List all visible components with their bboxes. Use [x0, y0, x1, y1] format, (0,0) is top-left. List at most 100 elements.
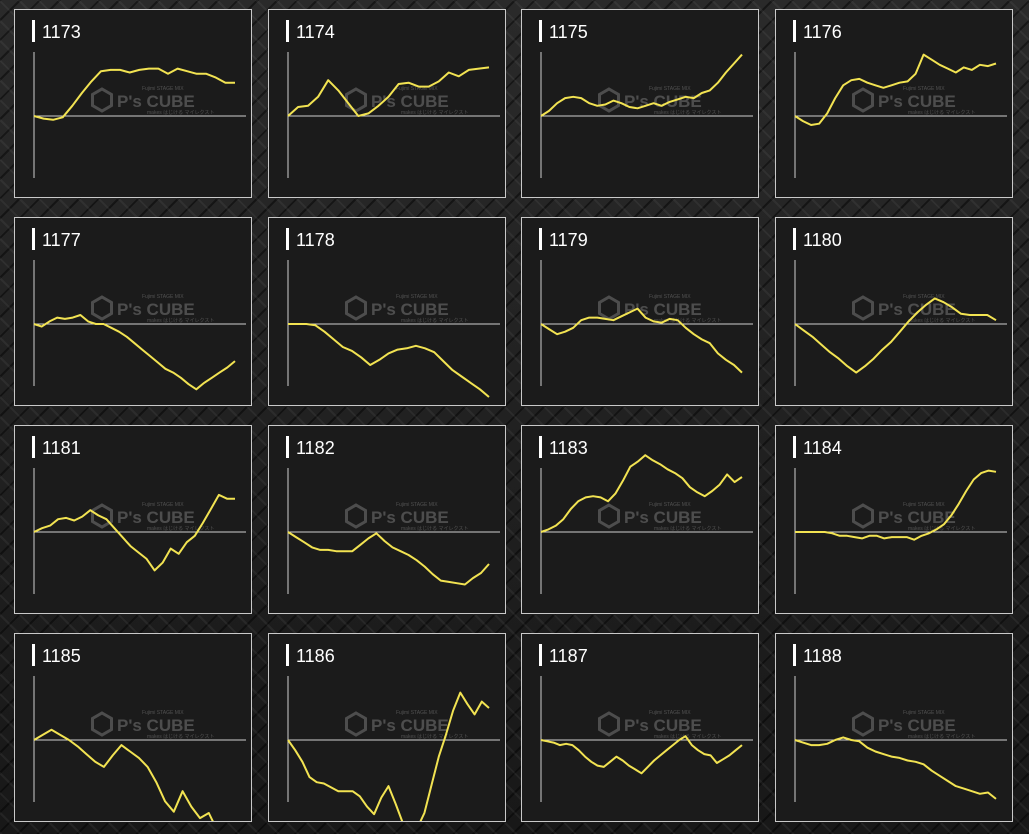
series-line	[540, 735, 743, 775]
watermark-brand: P's CUBE	[371, 92, 449, 111]
watermark-top-line: Fujimi STAGE MIX	[396, 502, 438, 508]
watermark-top-line: Fujimi STAGE MIX	[903, 710, 945, 716]
cube-icon	[598, 711, 620, 737]
cube-icon	[598, 87, 620, 113]
series-line	[794, 53, 997, 126]
chart-title: 1182	[296, 438, 335, 458]
watermark-bottom-line: makes はじける マイレクスト	[147, 110, 214, 116]
chart-title: 1178	[296, 230, 335, 250]
series-line	[33, 728, 214, 821]
series-line	[287, 531, 490, 586]
chart-panel: 1180 P's CUBE Fujimi STAGE MIX makes はじける マ…	[775, 217, 1013, 406]
cube-icon	[345, 87, 367, 113]
title-marker	[539, 20, 542, 42]
chart-title: 1174	[296, 22, 335, 42]
series-line	[33, 314, 236, 391]
chart-panel: 1177 P's CUBE Fujimi STAGE MIX makes はじける マ…	[14, 217, 252, 406]
watermark-top-line: Fujimi STAGE MIX	[649, 294, 691, 300]
title-marker	[793, 436, 796, 458]
chart-panel: 1188 P's CUBE Fujimi STAGE MIX makes はじける マ…	[775, 633, 1013, 822]
watermark-bottom-line: makes はじける マイレクスト	[908, 734, 975, 740]
chart-title: 1183	[549, 438, 588, 458]
watermark-top-line: Fujimi STAGE MIX	[396, 86, 438, 92]
watermark-bottom-line: makes はじける マイレクスト	[908, 110, 975, 116]
chart-panel: 1185 P's CUBE Fujimi STAGE MIX makes はじける マ…	[14, 633, 252, 822]
series-line	[795, 469, 997, 541]
cube-icon	[598, 295, 620, 321]
watermark-top-line: Fujimi STAGE MIX	[903, 502, 945, 508]
watermark-top-line: Fujimi STAGE MIX	[903, 294, 945, 300]
watermark-brand: P's CUBE	[371, 716, 449, 735]
watermark-bottom-line: makes はじける マイレクスト	[401, 110, 468, 116]
chart-title: 1180	[803, 230, 842, 250]
watermark-brand: P's CUBE	[624, 716, 702, 735]
cube-icon	[598, 503, 620, 529]
watermark-top-line: Fujimi STAGE MIX	[142, 86, 184, 92]
series-line	[33, 67, 235, 121]
chart-panel: 1178 P's CUBE Fujimi STAGE MIX makes はじける マ…	[268, 217, 506, 406]
chart-title: 1188	[803, 646, 842, 666]
title-marker	[539, 644, 542, 666]
series-line	[540, 53, 743, 117]
chart-panel: 1183 P's CUBE Fujimi STAGE MIX makes はじける マ…	[521, 425, 759, 614]
watermark-bottom-line: makes はじける マイレクスト	[654, 110, 721, 116]
chart-panel: 1179 P's CUBE Fujimi STAGE MIX makes はじける マ…	[521, 217, 759, 406]
series-line	[794, 736, 997, 800]
title-marker	[286, 436, 289, 458]
title-marker	[286, 228, 289, 250]
watermark-top-line: Fujimi STAGE MIX	[396, 294, 438, 300]
title-marker	[32, 20, 35, 42]
cube-icon	[852, 711, 874, 737]
watermark-brand: P's CUBE	[878, 300, 956, 319]
watermark-bottom-line: makes はじける マイレクスト	[147, 526, 214, 532]
chart-panel: 1181 P's CUBE Fujimi STAGE MIX makes はじける マ…	[14, 425, 252, 614]
series-line	[540, 307, 743, 374]
series-line	[794, 297, 997, 374]
chart-panel: 1174 P's CUBE Fujimi STAGE MIX makes はじける マ…	[268, 9, 506, 198]
chart-title: 1177	[42, 230, 81, 250]
chart-panel: 1182 P's CUBE Fujimi STAGE MIX makes はじける マ…	[268, 425, 506, 614]
cube-icon	[91, 503, 113, 529]
watermark-bottom-line: makes はじける マイレクスト	[654, 318, 721, 324]
title-marker	[286, 20, 289, 42]
watermark-bottom-line: makes はじける マイレクスト	[908, 526, 975, 532]
watermark-bottom-line: makes はじける マイレクスト	[401, 318, 468, 324]
watermark-bottom-line: makes はじける マイレクスト	[401, 526, 468, 532]
chart-panel: 1184 P's CUBE Fujimi STAGE MIX makes はじける マ…	[775, 425, 1013, 614]
chart-title: 1185	[42, 646, 81, 666]
watermark-brand: P's CUBE	[117, 508, 195, 527]
title-marker	[539, 436, 542, 458]
watermark-brand: P's CUBE	[371, 300, 449, 319]
cube-icon	[91, 87, 113, 113]
chart-title: 1187	[549, 646, 588, 666]
chart-panel: 1187 P's CUBE Fujimi STAGE MIX makes はじける マ…	[521, 633, 759, 822]
watermark-brand: P's CUBE	[117, 716, 195, 735]
cube-icon	[345, 711, 367, 737]
watermark-top-line: Fujimi STAGE MIX	[142, 294, 184, 300]
watermark-top-line: Fujimi STAGE MIX	[649, 710, 691, 716]
cube-icon	[91, 295, 113, 321]
title-marker	[32, 436, 35, 458]
title-marker	[32, 228, 35, 250]
cube-icon	[91, 711, 113, 737]
